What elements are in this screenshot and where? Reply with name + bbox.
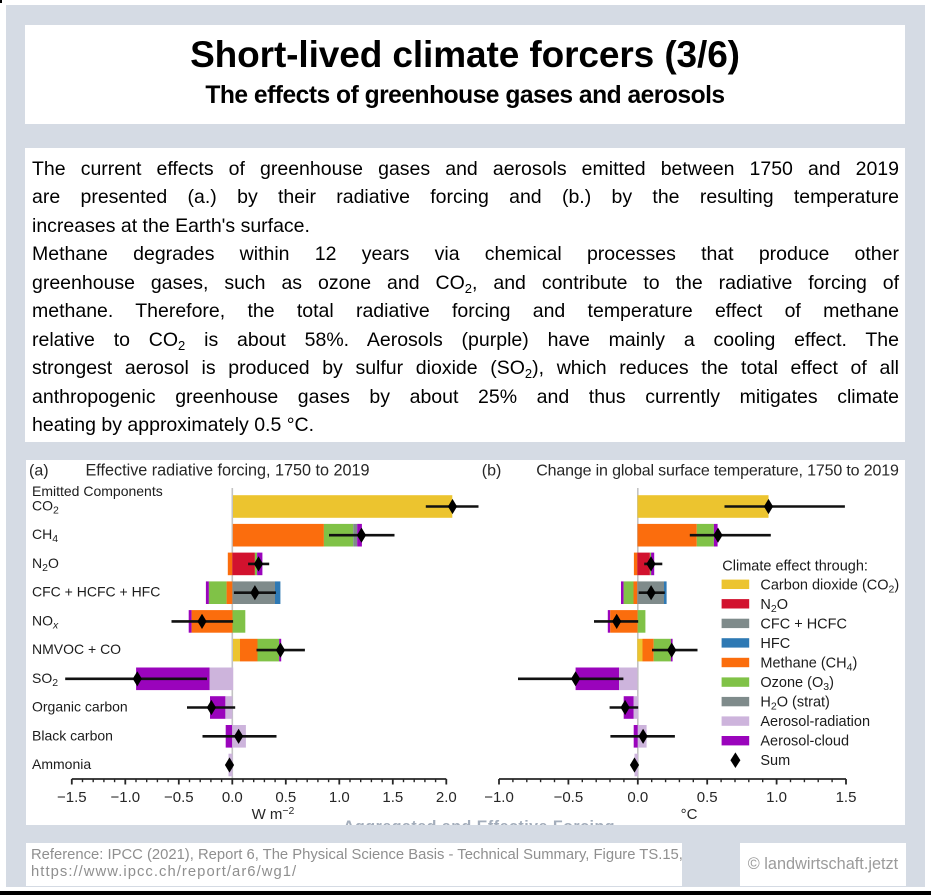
svg-text:Aerosol-cloud: Aerosol-cloud	[760, 734, 849, 750]
svg-text:N2O: N2O	[32, 555, 59, 574]
svg-text:2.0: 2.0	[436, 789, 457, 806]
svg-text:Aerosol-radiation: Aerosol-radiation	[760, 714, 870, 730]
svg-text:Effective radiative forcing, 1: Effective radiative forcing, 1750 to 201…	[86, 462, 370, 480]
svg-text:Sum: Sum	[760, 753, 790, 769]
svg-text:SO2: SO2	[32, 670, 58, 689]
svg-text:Emitted Components: Emitted Components	[32, 483, 163, 499]
svg-text:Carbon dioxide (CO2): Carbon dioxide (CO2)	[760, 577, 899, 595]
svg-text:NMVOC + CO: NMVOC + CO	[32, 641, 121, 657]
svg-text:−0.5: −0.5	[554, 789, 584, 806]
svg-text:Methane (CH4): Methane (CH4)	[760, 656, 857, 674]
svg-text:−1.5: −1.5	[57, 789, 87, 806]
svg-text:(a): (a)	[29, 463, 49, 480]
svg-text:1.5: 1.5	[836, 789, 857, 806]
svg-text:0.5: 0.5	[275, 789, 296, 806]
svg-text:(b): (b)	[482, 463, 502, 480]
svg-text:1.0: 1.0	[329, 789, 350, 806]
svg-text:Ozone (O3): Ozone (O3)	[760, 675, 834, 693]
svg-text:HFC: HFC	[760, 636, 790, 652]
svg-text:−1.0: −1.0	[484, 789, 514, 806]
svg-text:Ammonia: Ammonia	[32, 756, 91, 772]
svg-text:−0.5: −0.5	[164, 789, 194, 806]
svg-text:0.0: 0.0	[627, 789, 648, 806]
svg-text:0.5: 0.5	[697, 789, 718, 806]
svg-text:W m−2: W m−2	[252, 805, 295, 823]
svg-text:°C: °C	[681, 806, 698, 823]
svg-text:CFC + HCFC + HFC: CFC + HCFC + HFC	[32, 584, 160, 600]
svg-text:1.0: 1.0	[766, 789, 787, 806]
svg-text:Climate effect through:: Climate effect through:	[722, 559, 868, 575]
svg-text:CO2: CO2	[32, 498, 59, 517]
svg-text:0.0: 0.0	[222, 789, 243, 806]
svg-text:Black carbon: Black carbon	[32, 727, 113, 743]
svg-text:CFC + HCFC: CFC + HCFC	[760, 616, 847, 632]
svg-text:CH4: CH4	[32, 526, 58, 545]
svg-text:N2O: N2O	[760, 597, 788, 615]
svg-text:Change in global surface tempe: Change in global surface temperature, 17…	[536, 463, 899, 480]
svg-text:1.5: 1.5	[382, 789, 403, 806]
svg-text:Organic carbon: Organic carbon	[32, 699, 128, 715]
svg-text:H2O (strat): H2O (strat)	[760, 695, 830, 713]
svg-text:−1.0: −1.0	[110, 789, 140, 806]
svg-text:NOx: NOx	[32, 612, 59, 631]
svg-text:Aggregated and Effective Forci: Aggregated and Effective Forcing	[343, 819, 615, 826]
